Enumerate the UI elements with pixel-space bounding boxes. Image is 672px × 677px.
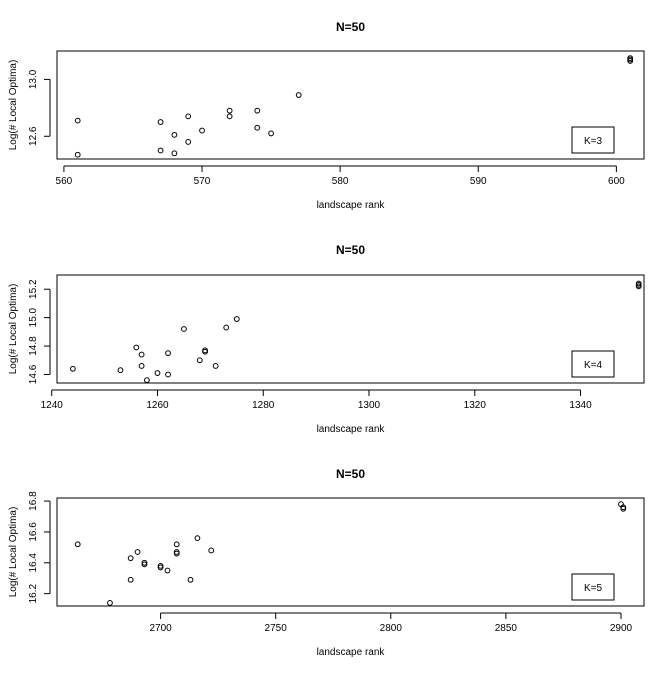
data-point xyxy=(226,107,233,114)
x-tick-label: 1300 xyxy=(358,400,381,411)
data-point xyxy=(165,371,171,378)
data-point xyxy=(185,139,192,145)
data-point xyxy=(196,357,203,364)
y-tick-label: 13.0 xyxy=(28,69,39,89)
y-tick-label: 16.4 xyxy=(28,553,39,573)
data-point xyxy=(295,92,302,98)
data-point xyxy=(74,151,81,158)
data-point xyxy=(173,541,180,548)
x-tick-label: 1320 xyxy=(464,400,487,411)
legend: K=4 xyxy=(571,350,615,378)
chart-title: N=50 xyxy=(336,243,365,257)
data-point xyxy=(212,363,219,369)
data-point xyxy=(133,344,140,351)
y-tick-label: 14.6 xyxy=(28,364,39,384)
y-tick-label: 15.2 xyxy=(28,279,39,299)
data-point xyxy=(171,150,178,157)
x-tick-label: 1340 xyxy=(569,400,592,411)
y-tick-label: 16.8 xyxy=(28,491,39,511)
data-point xyxy=(165,350,171,357)
x-tick-label: 2850 xyxy=(495,623,518,634)
data-point xyxy=(154,370,161,376)
x-tick-label: 2800 xyxy=(380,623,403,634)
legend-label: K=4 xyxy=(584,360,603,371)
data-point xyxy=(157,119,164,125)
data-point xyxy=(69,365,76,372)
legend-box xyxy=(571,350,615,378)
data-point xyxy=(127,576,134,583)
data-point xyxy=(74,117,81,124)
plot-frame xyxy=(56,274,645,384)
data-point xyxy=(74,541,81,548)
x-tick-label: 600 xyxy=(608,176,625,187)
data-point xyxy=(187,576,194,583)
legend-box xyxy=(571,573,615,601)
x-tick-label: 590 xyxy=(470,176,487,187)
data-point xyxy=(254,124,261,131)
chart-panel-1: N=50 560 570 580 590 600 12.6 13.0 landscape ran… xyxy=(8,20,645,211)
y-axis-label: Log(# Local Optima) xyxy=(8,507,19,598)
data-point xyxy=(144,377,150,384)
y-axis-label: Log(# Local Optima) xyxy=(8,60,19,151)
chart-panel-3: N=50 2700 2750 2800 2850 2900 16.2 16.4 16.6 16.8… xyxy=(8,467,645,658)
plot-frame xyxy=(56,50,645,160)
x-axis-label: landscape rank xyxy=(317,647,386,658)
plot-frame xyxy=(56,497,645,607)
x-tick-label: 1240 xyxy=(41,400,64,411)
data-point xyxy=(164,567,171,574)
y-tick-label: 16.6 xyxy=(28,522,39,542)
data-point xyxy=(620,505,627,512)
data-point xyxy=(223,324,230,331)
x-tick-label: 1260 xyxy=(146,400,169,411)
x-tick-label: 1280 xyxy=(252,400,275,411)
data-point xyxy=(107,600,113,606)
chart-title: N=50 xyxy=(336,467,365,481)
legend: K=5 xyxy=(571,573,615,601)
data-point xyxy=(202,348,208,355)
legend: K=3 xyxy=(571,126,615,154)
x-axis-label: landscape rank xyxy=(317,424,386,435)
x-tick-label: 560 xyxy=(56,176,73,187)
data-point xyxy=(208,547,215,554)
data-point xyxy=(194,535,201,542)
data-point xyxy=(268,130,274,137)
data-point xyxy=(117,367,124,374)
x-axis-label: landscape rank xyxy=(317,200,386,211)
y-tick-label: 15.0 xyxy=(28,307,39,327)
x-tick-label: 2700 xyxy=(149,623,172,634)
data-point xyxy=(233,316,240,322)
legend-label: K=5 xyxy=(584,583,603,594)
y-axis-label: Log(# Local Optima) xyxy=(8,284,19,375)
y-tick-label: 12.6 xyxy=(28,126,39,146)
x-tick-label: 570 xyxy=(194,176,211,187)
legend-label: K=3 xyxy=(584,136,603,147)
data-point xyxy=(171,131,178,138)
data-point xyxy=(226,113,233,120)
data-point xyxy=(127,555,134,562)
data-point xyxy=(627,58,634,64)
data-point xyxy=(138,363,145,369)
y-tick-label: 16.2 xyxy=(28,583,39,603)
data-point xyxy=(181,326,187,332)
x-tick-label: 2750 xyxy=(265,623,288,634)
data-point xyxy=(134,549,141,555)
chart-panel-2: N=50 1240 1260 1280 1300 1320 1340 14.6 14.8 15.0… xyxy=(8,243,645,435)
legend-box xyxy=(571,126,615,154)
chart-title: N=50 xyxy=(336,20,365,34)
x-tick-label: 580 xyxy=(332,176,349,187)
data-point xyxy=(254,107,261,114)
data-point xyxy=(157,147,164,154)
x-tick-label: 2900 xyxy=(610,623,633,634)
y-tick-label: 14.8 xyxy=(28,336,39,356)
data-point xyxy=(199,127,205,134)
data-point xyxy=(141,561,148,568)
data-point xyxy=(157,564,164,571)
data-point xyxy=(635,283,642,290)
data-point xyxy=(173,550,180,557)
data-point xyxy=(185,113,192,120)
data-point xyxy=(138,351,145,358)
